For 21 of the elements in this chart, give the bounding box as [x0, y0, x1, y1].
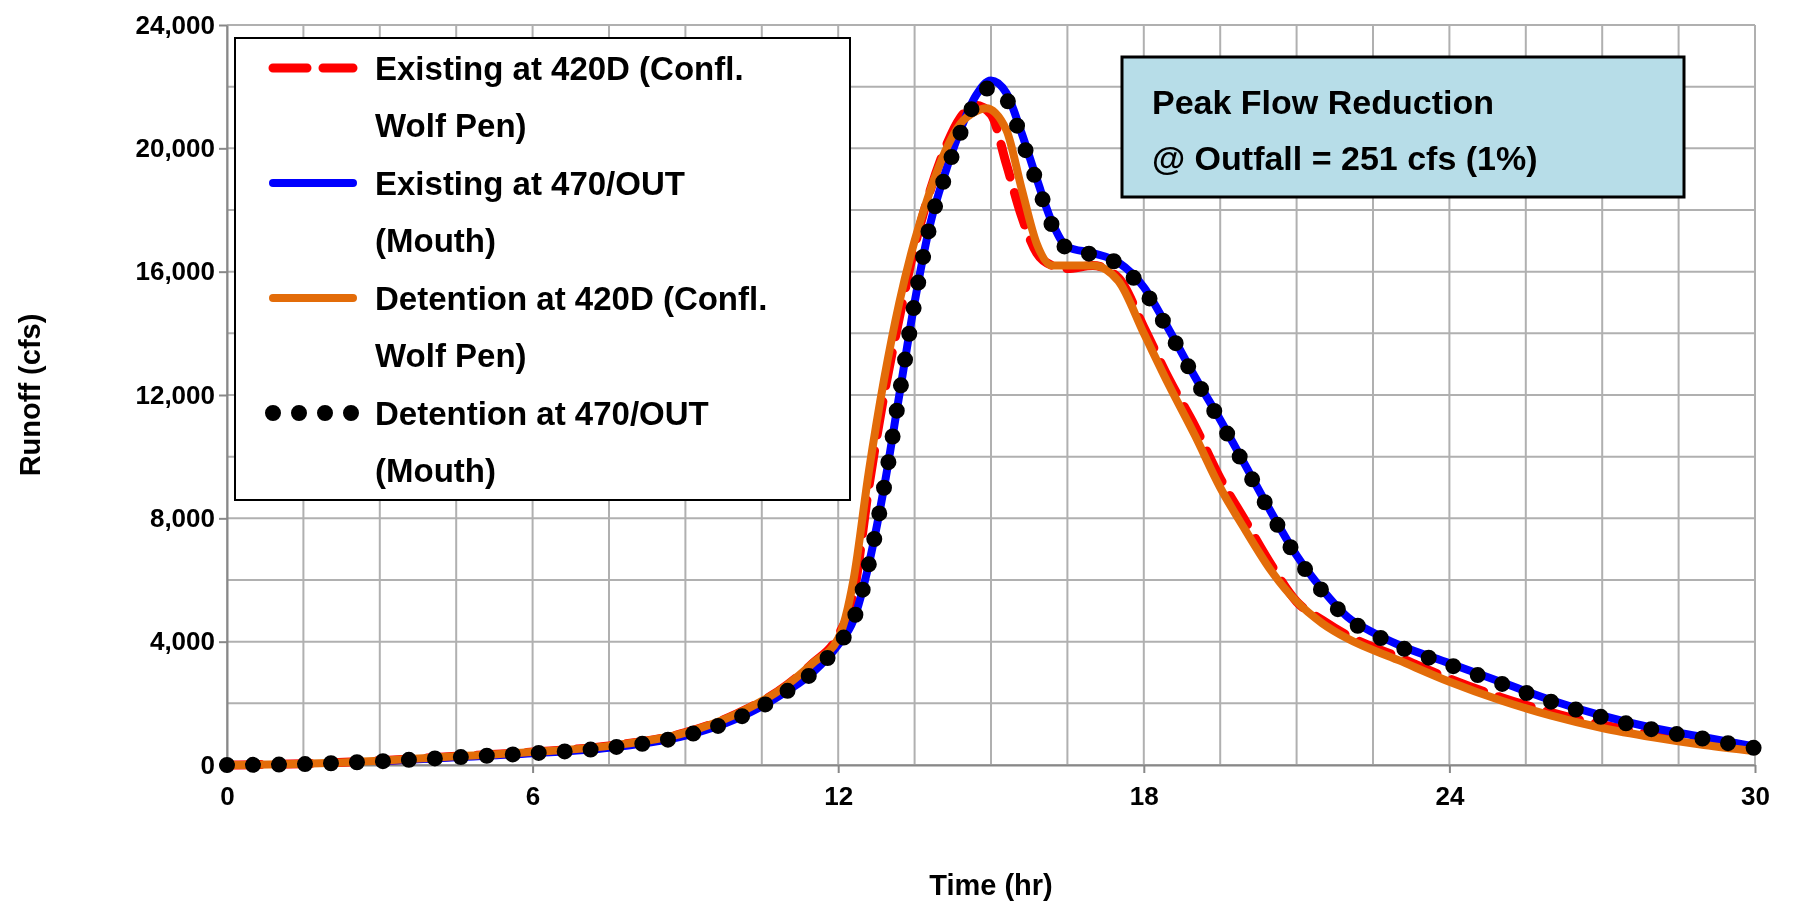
- x-axis-title: Time (hr): [929, 869, 1053, 901]
- y-tick-label: 20,000: [135, 133, 215, 164]
- y-tick-label: 16,000: [135, 256, 215, 287]
- x-tick-label: 30: [1741, 780, 1770, 811]
- x-tick-label: 12: [824, 780, 854, 811]
- y-axis-title: Runoff (cfs): [14, 313, 46, 477]
- y-tick-label: 8,000: [149, 503, 215, 534]
- x-tick-label: 18: [1129, 780, 1159, 811]
- legend-label: Existing at 420D (Confl. Wolf Pen): [375, 50, 744, 144]
- y-tick-label: 12,000: [135, 379, 215, 410]
- legend-label: Existing at 470/OUT (Mouth): [375, 165, 685, 259]
- legend-label: Detention at 470/OUT (Mouth): [375, 395, 709, 489]
- y-tick-label: 24,000: [135, 9, 215, 40]
- note-box: Peak Flow Reduction @ Outfall = 251 cfs (1%): [1120, 55, 1686, 199]
- legend-label: Detention at 420D (Confl. Wolf Pen): [375, 280, 768, 374]
- x-tick-label: 6: [525, 780, 541, 811]
- annotation: Peak Flow Reduction @ Outfall = 251 cfs (1%): [1152, 83, 1538, 177]
- y-tick-label: 4,000: [149, 626, 215, 657]
- y-tick-label: 0: [200, 749, 215, 780]
- x-tick-label: 24: [1435, 780, 1465, 811]
- x-tick-label: 0: [220, 780, 235, 811]
